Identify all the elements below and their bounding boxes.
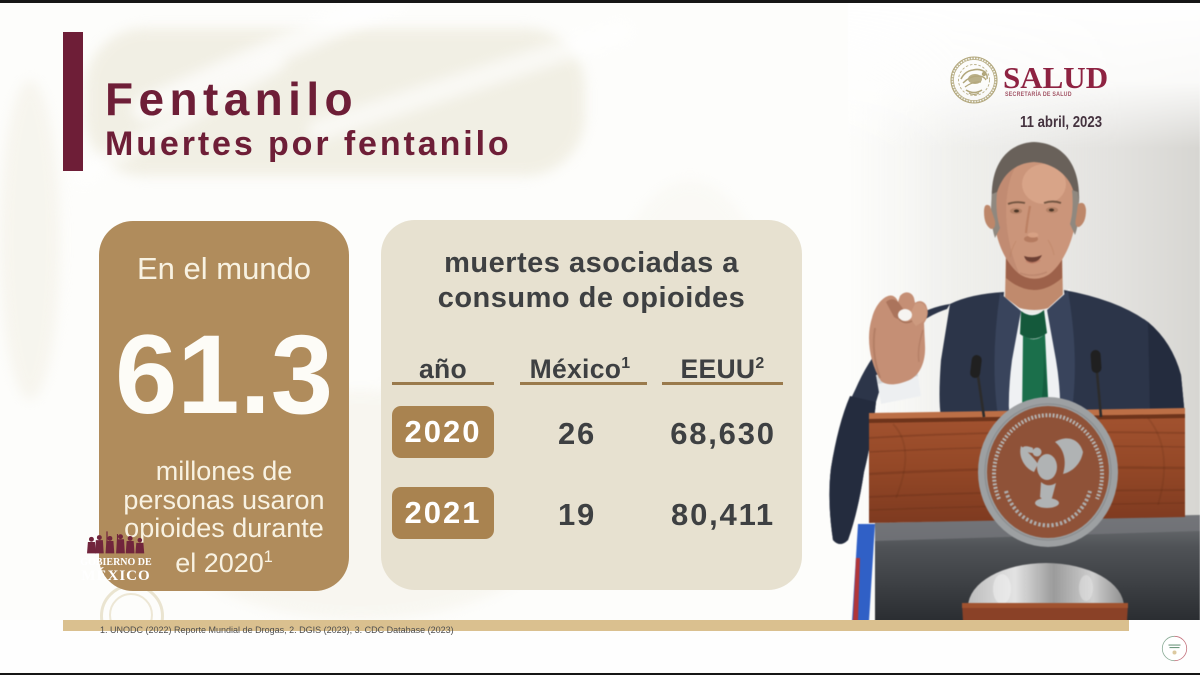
svg-text:MÉXICO: MÉXICO <box>81 567 150 584</box>
svg-text:GOBIERNO DE: GOBIERNO DE <box>80 557 152 568</box>
